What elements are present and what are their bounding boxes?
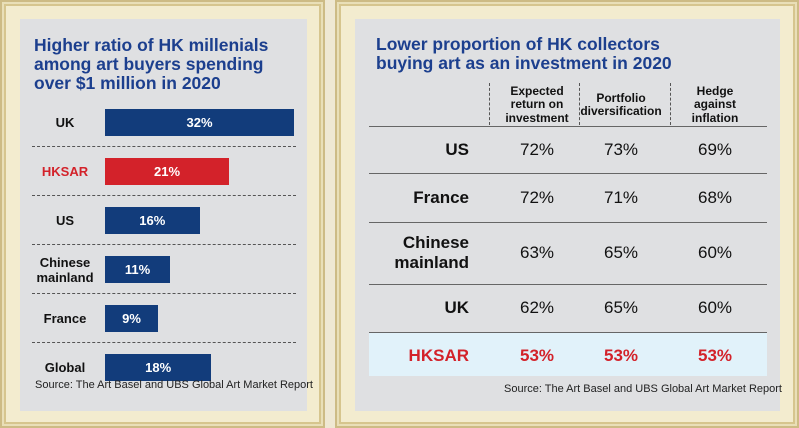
right-source: Source: The Art Basel and UBS Global Art… bbox=[504, 383, 782, 395]
bar bbox=[105, 354, 212, 381]
table-cell: 72% bbox=[519, 187, 555, 207]
highlight-row-background bbox=[369, 333, 767, 376]
column-header-line: Portfolio bbox=[596, 90, 646, 105]
row-label: US bbox=[369, 140, 469, 160]
column-header: Hedge against inflation bbox=[670, 83, 760, 126]
left-chart-title: Higher ratio of HK millenials among art … bbox=[34, 36, 268, 93]
row-separator bbox=[369, 126, 767, 127]
bar-value-label: 18% bbox=[145, 359, 172, 375]
investment-table: Expected return on investment Portfolio dive… bbox=[355, 19, 780, 411]
left-panel: Higher ratio of HK millenials among art … bbox=[20, 19, 313, 411]
column-header: Portfolio diversification bbox=[576, 90, 666, 119]
row-label: HKSAR bbox=[369, 346, 469, 366]
bar bbox=[105, 207, 200, 234]
bar bbox=[105, 305, 159, 332]
column-header: Expected return on investment bbox=[492, 83, 582, 126]
table-cell: 60% bbox=[697, 243, 733, 262]
row-label: UK bbox=[369, 298, 469, 318]
category-label: Chinese mainland bbox=[30, 255, 100, 285]
left-title-line-1: Higher ratio of HK millenials bbox=[34, 35, 269, 55]
bar-value-label: 16% bbox=[139, 212, 166, 228]
row-label-line: mainland bbox=[394, 253, 469, 272]
table-cell: 65% bbox=[603, 298, 639, 317]
category-label: HKSAR bbox=[30, 164, 100, 179]
row-separator bbox=[369, 222, 767, 223]
bar bbox=[105, 158, 230, 185]
table-cell: 68% bbox=[697, 187, 733, 207]
category-label-line: Chinese bbox=[39, 254, 91, 270]
column-header-line: investment bbox=[505, 110, 569, 125]
category-label-line: mainland bbox=[36, 269, 94, 285]
row-label-line: Chinese bbox=[402, 233, 469, 252]
bar-value-label: 9% bbox=[122, 310, 141, 326]
column-separator bbox=[489, 83, 490, 125]
bar-value-label: 32% bbox=[186, 114, 213, 130]
row-label: France bbox=[369, 188, 469, 208]
row-separator bbox=[32, 342, 296, 343]
table-cell: 72% bbox=[519, 139, 555, 159]
column-header-line: against bbox=[693, 97, 736, 112]
left-title-line-3: over $1 million in 2020 bbox=[34, 73, 221, 93]
row-separator bbox=[32, 195, 296, 196]
category-label-line: US bbox=[55, 213, 75, 228]
row-separator bbox=[369, 332, 767, 333]
category-label-line: France bbox=[43, 311, 87, 326]
column-separator bbox=[670, 83, 671, 125]
row-label-line: US bbox=[445, 139, 469, 159]
row-label-line: France bbox=[413, 187, 469, 207]
left-title-line-2: among art buyers spending bbox=[34, 54, 264, 74]
bar-chart: UK 32% HKSAR 21% US 16% Chinese mainland 11% Fran… bbox=[20, 19, 307, 411]
row-label-line: HKSAR bbox=[408, 345, 469, 365]
table-cell: 60% bbox=[697, 298, 733, 317]
table-cell: 73% bbox=[603, 139, 639, 159]
bar bbox=[105, 109, 294, 136]
category-label: France bbox=[30, 311, 100, 326]
row-separator bbox=[32, 293, 296, 294]
column-header-line: return on bbox=[510, 97, 564, 112]
category-label: Global bbox=[30, 360, 100, 375]
bar bbox=[105, 256, 170, 283]
table-cell: 53% bbox=[697, 345, 733, 365]
category-label-line: HKSAR bbox=[41, 164, 89, 179]
table-cell: 65% bbox=[603, 243, 639, 262]
table-cell: 71% bbox=[603, 187, 639, 207]
column-separator bbox=[579, 83, 580, 125]
table-cell: 69% bbox=[697, 139, 733, 159]
row-label: Chinese mainland bbox=[369, 233, 469, 273]
table-cell: 62% bbox=[519, 298, 555, 317]
row-label-line: UK bbox=[444, 298, 469, 317]
right-title-line-2: buying art as an investment in 2020 bbox=[376, 53, 672, 73]
left-source: Source: The Art Basel and UBS Global Art… bbox=[35, 379, 313, 391]
right-table-title: Lower proportion of HK collectors buying… bbox=[376, 35, 672, 73]
row-separator bbox=[369, 284, 767, 285]
right-title-line-1: Lower proportion of HK collectors bbox=[376, 34, 660, 54]
table-cell: 53% bbox=[603, 345, 639, 365]
table-cell: 53% bbox=[519, 345, 555, 365]
column-header-line: Hedge bbox=[696, 83, 734, 98]
row-separator bbox=[32, 146, 296, 147]
column-header-line: inflation bbox=[691, 110, 739, 125]
row-separator bbox=[32, 244, 296, 245]
table-cell: 63% bbox=[519, 243, 555, 262]
row-separator bbox=[369, 173, 767, 174]
category-label: US bbox=[30, 213, 100, 228]
right-panel: Lower proportion of HK collectors buying… bbox=[355, 19, 782, 411]
category-label-line: Global bbox=[44, 360, 86, 375]
category-label: UK bbox=[30, 115, 100, 130]
column-header-line: diversification bbox=[580, 104, 662, 118]
category-label-line: UK bbox=[55, 115, 75, 130]
column-header-line: Expected bbox=[510, 83, 564, 98]
bar-value-label: 21% bbox=[154, 163, 181, 179]
bar-value-label: 11% bbox=[124, 261, 151, 277]
